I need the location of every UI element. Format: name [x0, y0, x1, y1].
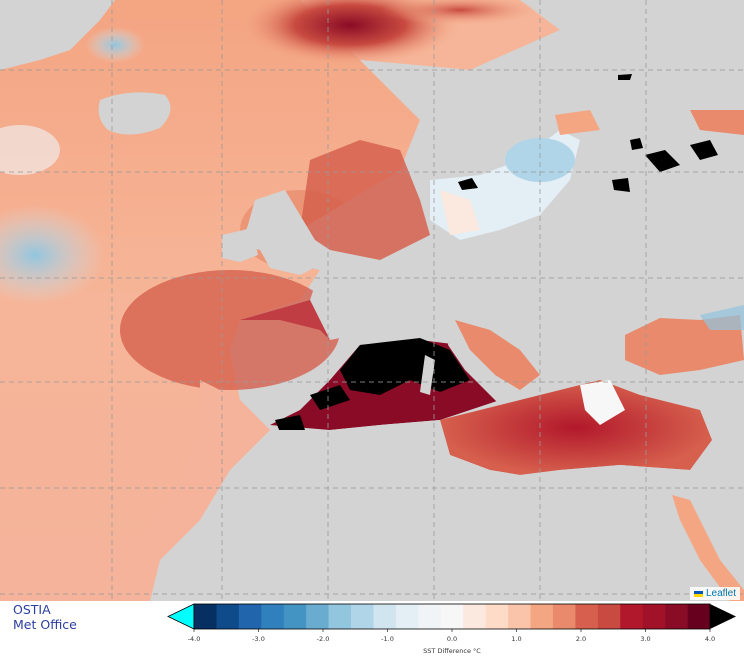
colorbar-swatch [687, 604, 711, 629]
eastern-mediterranean [440, 380, 712, 475]
colorbar-label: SST Difference °C [423, 647, 481, 655]
sst-anomaly-layer [0, 0, 744, 601]
adriatic-sea [455, 320, 540, 390]
north-sea [300, 140, 430, 260]
colorbar-swatch [194, 604, 217, 629]
colorbar-swatch [597, 604, 621, 629]
iceland-land [98, 92, 171, 135]
cool-patch-west [0, 205, 105, 305]
colorbar-swatch [328, 604, 352, 629]
colorbar-swatch [530, 604, 554, 629]
colorbar-swatch [238, 604, 262, 629]
colorbar-tick-label: -2.0 [317, 635, 330, 643]
italy-land [448, 330, 510, 405]
colorbar-swatch [373, 604, 397, 629]
africa-land [150, 420, 744, 601]
corsica-sardinia-land [420, 355, 435, 395]
colorbar-swatch [216, 604, 240, 629]
footer: OSTIA Met Office -4.0 -3.0 -2.0 -1.0 0.0 1.0 2… [0, 601, 744, 658]
mediterranean-invalid-region [340, 338, 470, 395]
colorbar-swatch [418, 604, 442, 629]
colorbar-tick-label: 4.0 [705, 635, 715, 643]
aegean-sea [580, 380, 625, 425]
colorbar-swatch [620, 604, 643, 629]
colorbar-swatch [508, 604, 531, 629]
biscay-warm [120, 270, 340, 390]
colorbar-swatch [283, 604, 307, 629]
brand-line-metoffice: Met Office [13, 617, 77, 632]
sst-map[interactable]: Leaflet [0, 0, 744, 601]
sst-colorbar: -4.0 -3.0 -2.0 -1.0 0.0 1.0 2.0 3.0 4.0 SST Diffe… [167, 603, 736, 655]
brand-line-ostia: OSTIA [13, 602, 51, 617]
colorbar-tick-label: -3.0 [252, 635, 265, 643]
great-britain-land [240, 190, 330, 275]
colorbar-swatch [575, 604, 599, 629]
brand-logo: OSTIA Met Office [13, 602, 77, 632]
colorbar-swatch [463, 604, 486, 629]
leaflet-attribution[interactable]: Leaflet [689, 587, 740, 600]
ireland-land [222, 228, 258, 262]
colorbar-tick-label: -4.0 [188, 635, 201, 643]
colorbar-tick-label: 3.0 [640, 635, 650, 643]
graticule [0, 0, 744, 601]
greenland-land [0, 0, 115, 70]
colorbar-swatch [306, 604, 329, 629]
attribution-link[interactable]: Leaflet [705, 588, 736, 599]
red-sea [672, 495, 744, 601]
colorbar-swatch [642, 604, 666, 629]
colorbar-extend-high [710, 604, 736, 629]
colorbar-tick-label: 2.0 [576, 635, 586, 643]
colorbar-extend-low [167, 603, 195, 630]
colorbar-tick-label: 0.0 [447, 635, 457, 643]
colorbar-swatch [261, 604, 285, 629]
colorbar-swatch [395, 604, 419, 629]
colorbar-tick-label: -1.0 [381, 635, 394, 643]
colorbar-swatch [351, 604, 374, 629]
colorbar-swatch [440, 604, 464, 629]
colorbar-swatch [485, 604, 509, 629]
ukraine-flag-icon [693, 590, 703, 597]
colorbar-swatch [665, 604, 688, 629]
colorbar-swatch [552, 604, 576, 629]
colorbar-tick-label: 1.0 [511, 635, 521, 643]
